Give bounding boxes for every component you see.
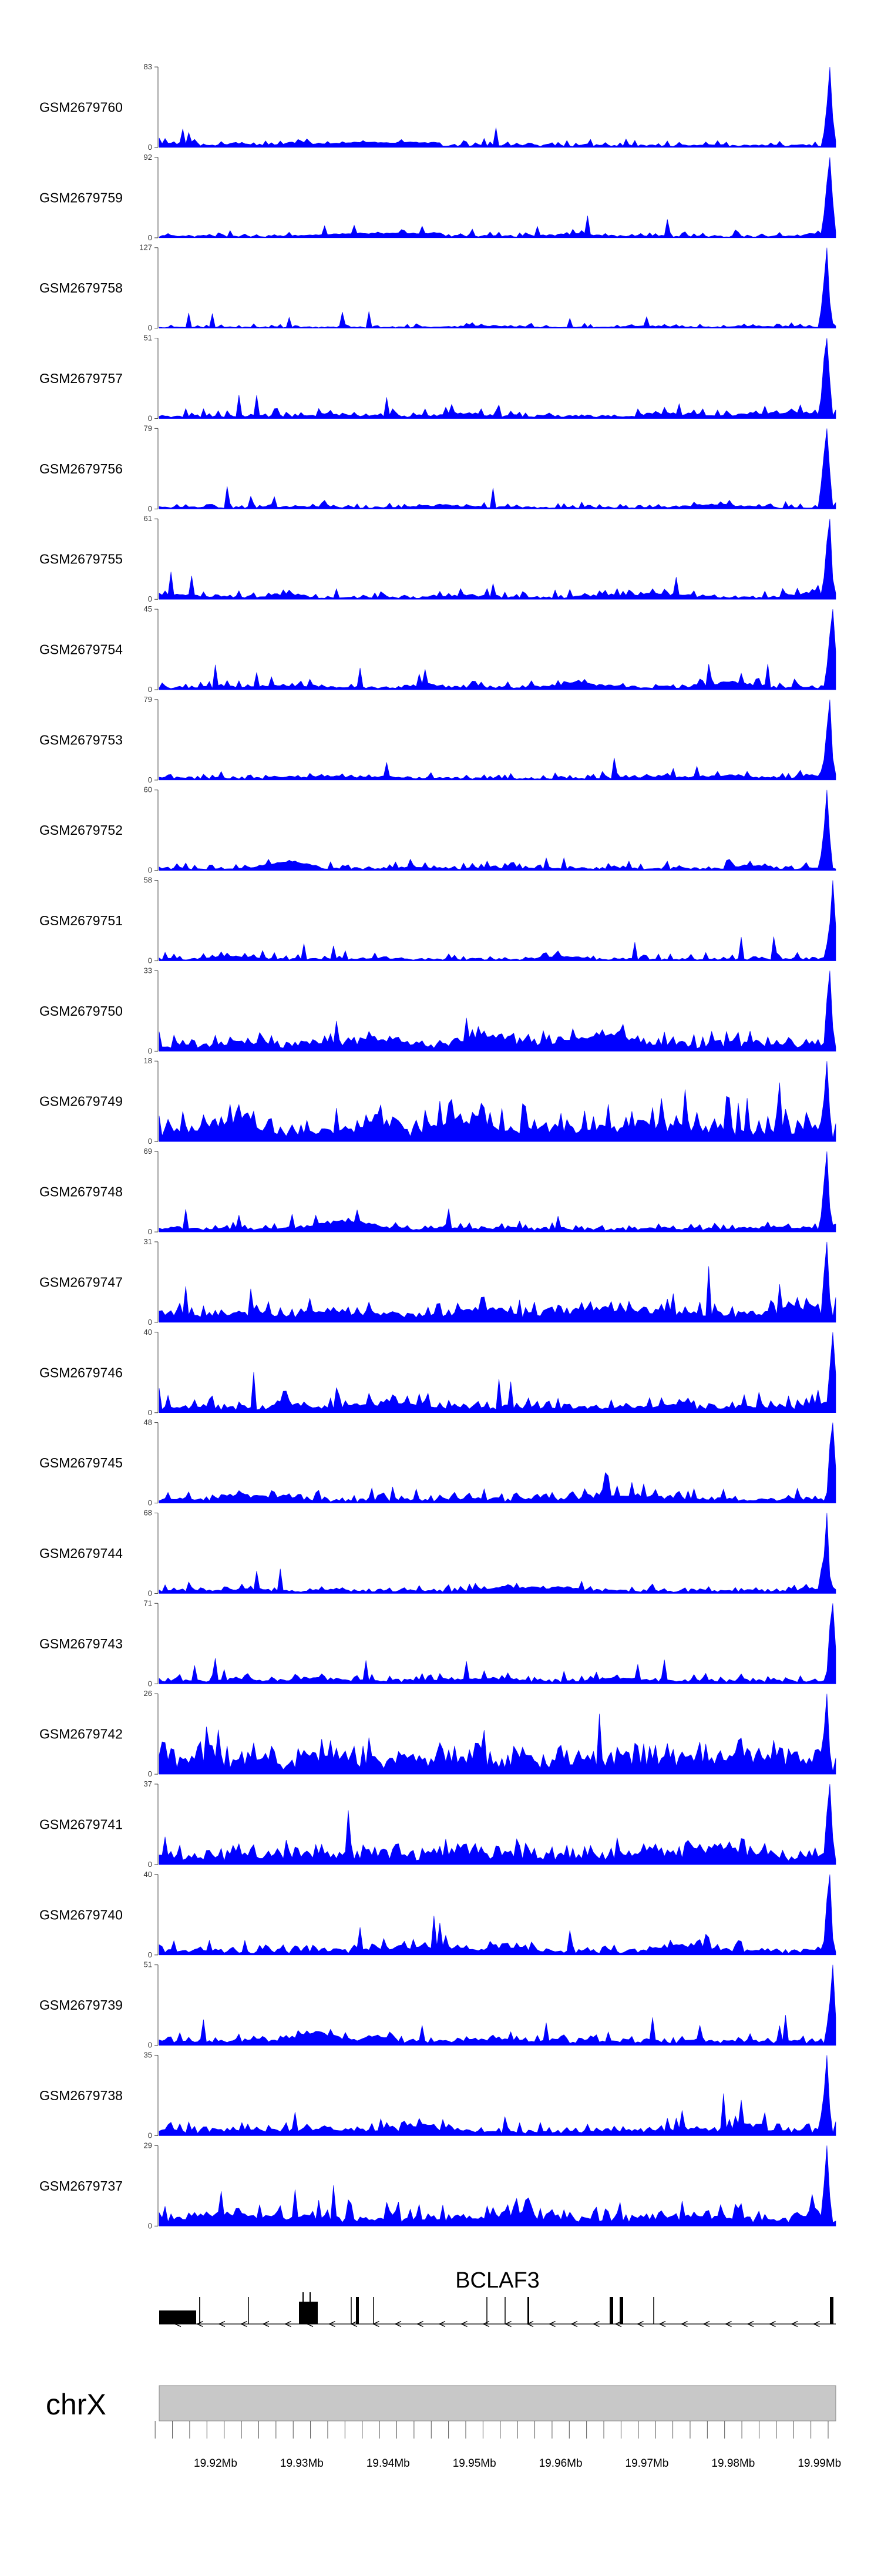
- svg-text:31: 31: [144, 1237, 152, 1246]
- svg-text:35: 35: [144, 2050, 152, 2059]
- svg-text:0: 0: [148, 414, 152, 423]
- svg-text:19.97Mb: 19.97Mb: [626, 2457, 669, 2470]
- svg-text:26: 26: [144, 1689, 152, 1698]
- svg-text:68: 68: [144, 1508, 152, 1517]
- svg-text:79: 79: [144, 424, 152, 432]
- svg-text:GSM2679757: GSM2679757: [39, 371, 123, 386]
- svg-text:0: 0: [148, 1408, 152, 1417]
- svg-text:GSM2679749: GSM2679749: [39, 1094, 123, 1109]
- svg-text:19.98Mb: 19.98Mb: [711, 2457, 755, 2470]
- svg-text:60: 60: [144, 785, 152, 794]
- svg-text:37: 37: [144, 1779, 152, 1788]
- svg-text:GSM2679759: GSM2679759: [39, 190, 123, 205]
- svg-text:92: 92: [144, 153, 152, 162]
- svg-text:GSM2679751: GSM2679751: [39, 913, 123, 928]
- svg-text:19.94Mb: 19.94Mb: [366, 2457, 410, 2470]
- svg-text:0: 0: [148, 2041, 152, 2050]
- svg-text:0: 0: [148, 324, 152, 333]
- svg-text:18: 18: [144, 1056, 152, 1065]
- svg-text:GSM2679747: GSM2679747: [39, 1274, 123, 1289]
- svg-text:0: 0: [148, 1046, 152, 1055]
- svg-text:79: 79: [144, 695, 152, 704]
- svg-text:45: 45: [144, 604, 152, 613]
- svg-text:GSM2679756: GSM2679756: [39, 461, 123, 476]
- svg-text:GSM2679753: GSM2679753: [39, 732, 123, 747]
- svg-text:19.93Mb: 19.93Mb: [280, 2457, 324, 2470]
- svg-text:71: 71: [144, 1598, 152, 1607]
- svg-text:19.96Mb: 19.96Mb: [539, 2457, 583, 2470]
- svg-text:0: 0: [148, 1227, 152, 1236]
- svg-text:0: 0: [148, 1499, 152, 1507]
- svg-text:0: 0: [148, 1137, 152, 1146]
- svg-text:58: 58: [144, 876, 152, 885]
- svg-text:GSM2679743: GSM2679743: [39, 1636, 123, 1651]
- svg-text:GSM2679755: GSM2679755: [39, 552, 123, 567]
- svg-text:GSM2679752: GSM2679752: [39, 822, 123, 838]
- svg-text:0: 0: [148, 1318, 152, 1326]
- svg-text:0: 0: [148, 1950, 152, 1959]
- svg-text:GSM2679754: GSM2679754: [39, 642, 123, 657]
- svg-text:GSM2679760: GSM2679760: [39, 100, 123, 115]
- svg-text:0: 0: [148, 2221, 152, 2230]
- svg-text:29: 29: [144, 2141, 152, 2150]
- svg-text:0: 0: [148, 775, 152, 784]
- svg-text:40: 40: [144, 1328, 152, 1336]
- svg-text:61: 61: [144, 514, 152, 523]
- svg-text:0: 0: [148, 956, 152, 965]
- svg-text:19.99Mb: 19.99Mb: [798, 2457, 841, 2470]
- svg-text:0: 0: [148, 1860, 152, 1869]
- svg-text:51: 51: [144, 334, 152, 342]
- svg-text:GSM2679750: GSM2679750: [39, 1003, 123, 1019]
- svg-text:0: 0: [148, 1769, 152, 1778]
- svg-text:0: 0: [148, 685, 152, 694]
- svg-text:0: 0: [148, 866, 152, 875]
- svg-text:BCLAF3: BCLAF3: [455, 2268, 540, 2293]
- svg-text:0: 0: [148, 1588, 152, 1597]
- svg-text:GSM2679740: GSM2679740: [39, 1907, 123, 1922]
- svg-text:GSM2679741: GSM2679741: [39, 1816, 123, 1832]
- svg-text:GSM2679739: GSM2679739: [39, 1997, 123, 2013]
- svg-text:83: 83: [144, 62, 152, 71]
- svg-text:0: 0: [148, 504, 152, 513]
- svg-text:GSM2679737: GSM2679737: [39, 2178, 123, 2194]
- svg-text:69: 69: [144, 1147, 152, 1156]
- svg-text:40: 40: [144, 1870, 152, 1879]
- svg-text:GSM2679746: GSM2679746: [39, 1365, 123, 1380]
- svg-text:chrX: chrX: [46, 2388, 106, 2421]
- svg-text:GSM2679745: GSM2679745: [39, 1455, 123, 1470]
- svg-text:48: 48: [144, 1418, 152, 1427]
- svg-text:GSM2679738: GSM2679738: [39, 2088, 123, 2103]
- svg-text:0: 0: [148, 2131, 152, 2140]
- svg-text:0: 0: [148, 143, 152, 152]
- svg-text:19.95Mb: 19.95Mb: [453, 2457, 496, 2470]
- svg-text:GSM2679742: GSM2679742: [39, 1727, 123, 1742]
- svg-text:0: 0: [148, 595, 152, 603]
- svg-text:127: 127: [139, 243, 152, 252]
- svg-text:33: 33: [144, 966, 152, 975]
- svg-text:GSM2679748: GSM2679748: [39, 1184, 123, 1200]
- svg-text:0: 0: [148, 1679, 152, 1688]
- svg-text:19.92Mb: 19.92Mb: [194, 2457, 237, 2470]
- svg-text:GSM2679744: GSM2679744: [39, 1546, 123, 1561]
- svg-text:GSM2679758: GSM2679758: [39, 280, 123, 295]
- svg-text:51: 51: [144, 1960, 152, 1969]
- svg-text:0: 0: [148, 233, 152, 242]
